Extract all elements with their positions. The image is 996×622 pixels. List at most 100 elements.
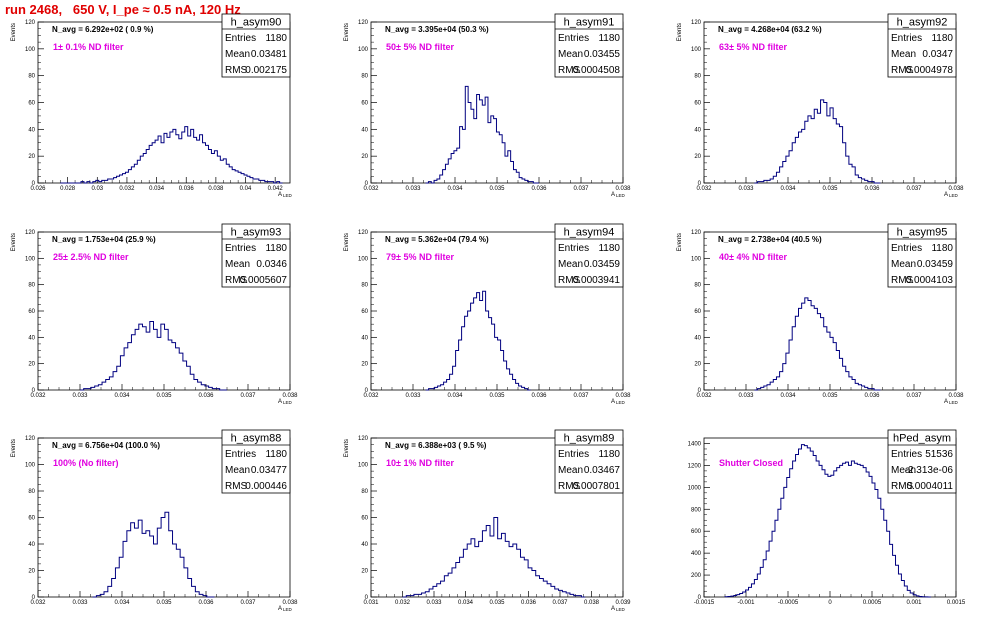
stats-box: h_asym95 Entries 1180 Mean 0.03459RMS0.00041… <box>887 223 957 288</box>
stats-label-entries: Entries <box>225 33 256 44</box>
x-axis-title-subscript: LED <box>283 607 293 612</box>
stats-label-rms: RMS <box>225 481 248 492</box>
stats-box-title: h_asym89 <box>564 433 615 445</box>
histogram-panel-h_asym92: 0 20 40 60 80 100 120 0.032 0.033 0.034 0.035 0.036… <box>677 13 964 198</box>
x-tick-label: 0.034 <box>114 393 130 399</box>
stats-label-entries: Entries <box>558 449 589 460</box>
filter-label: 25± 2.5% ND filter <box>53 252 129 262</box>
x-tick-label: 0.04 <box>240 186 252 192</box>
x-axis-title: A <box>278 606 282 612</box>
x-tick-label: 0.033 <box>426 600 442 606</box>
y-tick-label: 100 <box>25 47 36 53</box>
x-tick-label: 0.037 <box>552 600 568 606</box>
stats-box-title: h_asym92 <box>897 17 948 29</box>
x-tick-label: 0.032 <box>696 393 712 399</box>
filter-label: 50± 5% ND filter <box>386 42 454 52</box>
x-tick-label: 0.033 <box>405 393 421 399</box>
stats-label-mean: Mean <box>891 465 916 476</box>
histogram-panel-h_asym91: 0 20 40 60 80 100 120 0.032 0.033 0.034 0.035 0.036… <box>344 13 631 198</box>
navg-label: N_avg = 6.388e+03 ( 9.5 %) <box>385 441 487 450</box>
x-tick-label: 0.0015 <box>947 600 966 606</box>
y-tick-label: 60 <box>28 309 35 315</box>
histogram-panel-h_asym89: 0 20 40 60 80 100 120 0.031 0.032 0.033 0.034 0.035… <box>344 429 631 612</box>
y-tick-label: 40 <box>28 542 35 548</box>
y-tick-label: 80 <box>28 283 35 289</box>
y-tick-label: 20 <box>694 154 701 160</box>
y-tick-label: 60 <box>361 516 368 522</box>
histogram-panel-h_asym93: 0 20 40 60 80 100 120 0.032 0.033 0.034 0.035 0.036… <box>11 223 298 405</box>
y-tick-label: 60 <box>694 101 701 107</box>
y-tick-label: 100 <box>691 47 702 53</box>
y-tick-label: 0 <box>698 595 702 601</box>
stats-box-frame <box>554 13 624 78</box>
stats-value-entries: 1180 <box>265 33 287 44</box>
stats-value-entries: 1180 <box>931 243 953 254</box>
stats-value-mean: 0.03455 <box>584 49 621 60</box>
x-axis-title: A <box>278 192 282 198</box>
x-axis-title: A <box>611 192 615 198</box>
x-tick-label: 0.035 <box>489 186 505 192</box>
x-tick-label: 0.035 <box>822 186 838 192</box>
y-axis-title: Events <box>344 233 350 251</box>
y-tick-label: 0 <box>698 181 702 187</box>
histogram-series <box>425 290 531 391</box>
y-tick-label: 200 <box>691 573 702 579</box>
stats-value-entries: 51536 <box>925 449 953 460</box>
x-tick-label: 0.038 <box>948 186 964 192</box>
stats-box-frame <box>887 223 957 288</box>
stats-label-mean: Mean <box>891 49 916 60</box>
stats-label-mean: Mean <box>558 49 583 60</box>
stats-label-entries: Entries <box>891 243 922 254</box>
y-tick-label: 60 <box>28 101 35 107</box>
stats-label-rms: RMS <box>891 65 914 76</box>
stats-value-entries: 1180 <box>931 33 953 44</box>
navg-label: N_avg = 6.292e+02 ( 0.9 %) <box>52 25 154 34</box>
y-tick-label: 0 <box>32 388 36 394</box>
stats-box-frame <box>221 429 291 494</box>
y-tick-label: 80 <box>694 283 701 289</box>
x-tick-label: 0.034 <box>780 393 796 399</box>
histogram-panel-h_asym95: 0 20 40 60 80 100 120 0.032 0.033 0.034 0.035 0.036… <box>677 223 964 405</box>
stats-label-rms: RMS <box>225 275 248 286</box>
x-tick-label: 0.001 <box>906 600 922 606</box>
x-tick-label: 0.035 <box>156 600 172 606</box>
x-tick-label: 0.034 <box>458 600 474 606</box>
stats-box: hPed_asym Entries 51536 Mean-2.313e-06 RMS0.… <box>887 429 957 494</box>
stats-label-mean: Mean <box>891 259 916 270</box>
x-axis-title: A <box>944 399 948 405</box>
y-axis-title: Events <box>11 439 17 457</box>
x-tick-label: 0.034 <box>447 393 463 399</box>
y-tick-label: 1000 <box>688 485 702 491</box>
y-tick-label: 600 <box>691 529 702 535</box>
x-tick-label: 0.032 <box>363 393 379 399</box>
x-axis-title-subscript: LED <box>616 193 626 198</box>
x-tick-label: 0.033 <box>738 393 754 399</box>
x-tick-label: 0.037 <box>573 393 589 399</box>
stats-label-mean: Mean <box>558 465 583 476</box>
navg-label: N_avg = 5.362e+04 (79.4 %) <box>385 235 489 244</box>
stats-box-frame <box>887 13 957 78</box>
x-tick-label: 0.037 <box>240 600 256 606</box>
histogram-series <box>754 99 881 184</box>
y-tick-label: 100 <box>358 47 369 53</box>
stats-label-rms: RMS <box>891 275 914 286</box>
y-axis-title: Events <box>11 23 17 41</box>
histogram-series <box>425 85 539 184</box>
x-tick-label: 0.035 <box>822 393 838 399</box>
stats-label-entries: Entries <box>558 33 589 44</box>
x-tick-label: 0.026 <box>30 186 46 192</box>
x-axis-title-subscript: LED <box>283 193 293 198</box>
y-tick-label: 40 <box>28 127 35 133</box>
x-axis-title-subscript: LED <box>949 400 959 405</box>
y-tick-label: 800 <box>691 507 702 513</box>
y-tick-label: 100 <box>358 256 369 262</box>
stats-value-rms: 0.0003941 <box>573 275 621 286</box>
x-tick-label: 0.038 <box>208 186 224 192</box>
stats-value-rms: 0.0005607 <box>240 275 288 286</box>
filter-label: 100% (No filter) <box>53 458 119 468</box>
page-title: run 2468, 650 V, I_pe ≈ 0.5 nA, 120 Hz <box>5 2 241 17</box>
stats-label-rms: RMS <box>558 275 581 286</box>
stats-label-entries: Entries <box>891 33 922 44</box>
stats-value-mean: 0.03481 <box>251 49 288 60</box>
stats-value-rms: 0.000446 <box>245 481 287 492</box>
